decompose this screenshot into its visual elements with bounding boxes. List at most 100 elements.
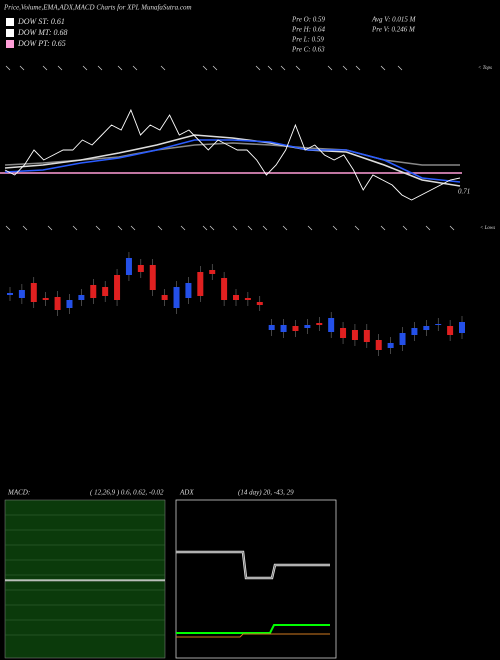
marker-arrow bbox=[380, 225, 386, 231]
candle-body bbox=[42, 298, 49, 300]
stat-text: Pre O: 0.59 bbox=[291, 16, 325, 24]
candle-body bbox=[256, 302, 263, 305]
adx-title: ADX bbox=[179, 489, 194, 497]
macd-title: MACD: bbox=[7, 489, 30, 497]
marker-arrow bbox=[262, 225, 268, 231]
plus-di-line bbox=[176, 624, 330, 634]
candle-body bbox=[435, 324, 442, 325]
legend-swatch bbox=[6, 40, 14, 48]
marker-arrow bbox=[332, 225, 338, 231]
legend-label: DOW MT: 0.68 bbox=[17, 28, 68, 37]
candle-body bbox=[459, 322, 465, 333]
candle-body bbox=[447, 326, 454, 335]
marker-arrow bbox=[42, 65, 48, 71]
macd-grid bbox=[5, 514, 165, 636]
candle-body bbox=[340, 328, 347, 338]
marker-arrow bbox=[355, 65, 361, 71]
marker-arrow bbox=[132, 65, 138, 71]
marker-arrow bbox=[47, 225, 53, 231]
marker-arrow bbox=[255, 65, 261, 71]
candle-body bbox=[399, 333, 406, 345]
marker-arrow bbox=[232, 225, 238, 231]
marker-arrow bbox=[327, 65, 333, 71]
candle-body bbox=[328, 318, 335, 332]
marker-arrow bbox=[209, 225, 215, 231]
marker-arrow bbox=[354, 225, 360, 231]
candle-body bbox=[173, 287, 180, 308]
candle-body bbox=[268, 325, 275, 330]
marker-arrow bbox=[180, 225, 186, 231]
marker-arrow bbox=[117, 225, 123, 231]
adx-subtitle: (14 day) 20, -43, 29 bbox=[238, 489, 294, 497]
marker-arrow bbox=[97, 65, 103, 71]
marker-arrow bbox=[5, 225, 11, 231]
marker-arrow bbox=[202, 65, 208, 71]
marker-arrow bbox=[160, 65, 166, 71]
candle-body bbox=[221, 278, 228, 300]
candle-body bbox=[209, 270, 216, 274]
candle-body bbox=[149, 265, 156, 290]
last-label: 0.71 bbox=[458, 188, 470, 196]
candle-body bbox=[30, 283, 37, 302]
candle-body bbox=[102, 287, 109, 296]
macd-panel bbox=[4, 499, 166, 659]
candle-body bbox=[114, 275, 121, 300]
price-line bbox=[4, 139, 461, 183]
price-line bbox=[4, 134, 461, 187]
stat-text: Pre L: 0.59 bbox=[291, 36, 324, 44]
adx-line-inner bbox=[176, 551, 330, 579]
candle-body bbox=[387, 343, 394, 348]
legend-label: DOW PT: 0.65 bbox=[17, 39, 66, 48]
candle-body bbox=[304, 325, 311, 328]
marker-arrow bbox=[449, 225, 455, 231]
candle-body bbox=[125, 258, 132, 275]
marker-arrow bbox=[82, 65, 88, 71]
minus-di-line bbox=[176, 633, 330, 638]
marker-arrow bbox=[402, 225, 408, 231]
marker-arrow bbox=[247, 225, 253, 231]
macd-subtitle: ( 12,26,9 ) 0.6, 0.62, -0.02 bbox=[90, 489, 164, 497]
candle-body bbox=[233, 295, 239, 300]
candle-body bbox=[66, 300, 73, 308]
marker-arrow bbox=[212, 65, 218, 71]
candle-body bbox=[280, 325, 287, 332]
tops-note: < Tops bbox=[478, 66, 492, 71]
marker-arrow bbox=[19, 65, 25, 71]
stat-text: Pre H: 0.64 bbox=[291, 26, 325, 34]
candle-body bbox=[7, 293, 13, 295]
legend-swatch bbox=[6, 18, 14, 26]
candle-body bbox=[90, 285, 97, 298]
marker-arrow bbox=[397, 65, 403, 71]
marker-arrow bbox=[202, 225, 208, 231]
stat-text: Pre C: 0.63 bbox=[291, 46, 325, 54]
marker-arrow bbox=[282, 225, 288, 231]
candle-body bbox=[351, 330, 358, 340]
stat-text: Avg V: 0.015 M bbox=[371, 16, 417, 24]
marker-arrow bbox=[157, 225, 163, 231]
marker-arrow bbox=[295, 65, 301, 71]
marker-arrow bbox=[5, 65, 11, 71]
marker-arrow bbox=[130, 225, 136, 231]
marker-arrow bbox=[267, 65, 273, 71]
marker-arrow bbox=[72, 225, 78, 231]
marker-arrow bbox=[280, 65, 286, 71]
chart-title: Price,Volume,EMA,ADX,MACD Charts for XPL… bbox=[3, 4, 192, 12]
marker-arrow bbox=[380, 65, 386, 71]
candle-body bbox=[137, 265, 144, 272]
lows-note: < Lows bbox=[480, 226, 495, 231]
legend-swatch bbox=[6, 29, 14, 37]
candle-body bbox=[78, 295, 85, 300]
candle-body bbox=[244, 298, 251, 300]
candle-body bbox=[185, 283, 192, 298]
marker-arrow bbox=[342, 65, 348, 71]
candle-body bbox=[292, 326, 299, 331]
candle-body bbox=[375, 340, 382, 350]
candle-body bbox=[363, 330, 370, 342]
stat-text: Pre V: 0.246 M bbox=[371, 26, 416, 34]
candle-body bbox=[18, 290, 25, 298]
marker-arrow bbox=[57, 65, 63, 71]
candle-body bbox=[54, 297, 61, 310]
marker-arrow bbox=[95, 225, 101, 231]
